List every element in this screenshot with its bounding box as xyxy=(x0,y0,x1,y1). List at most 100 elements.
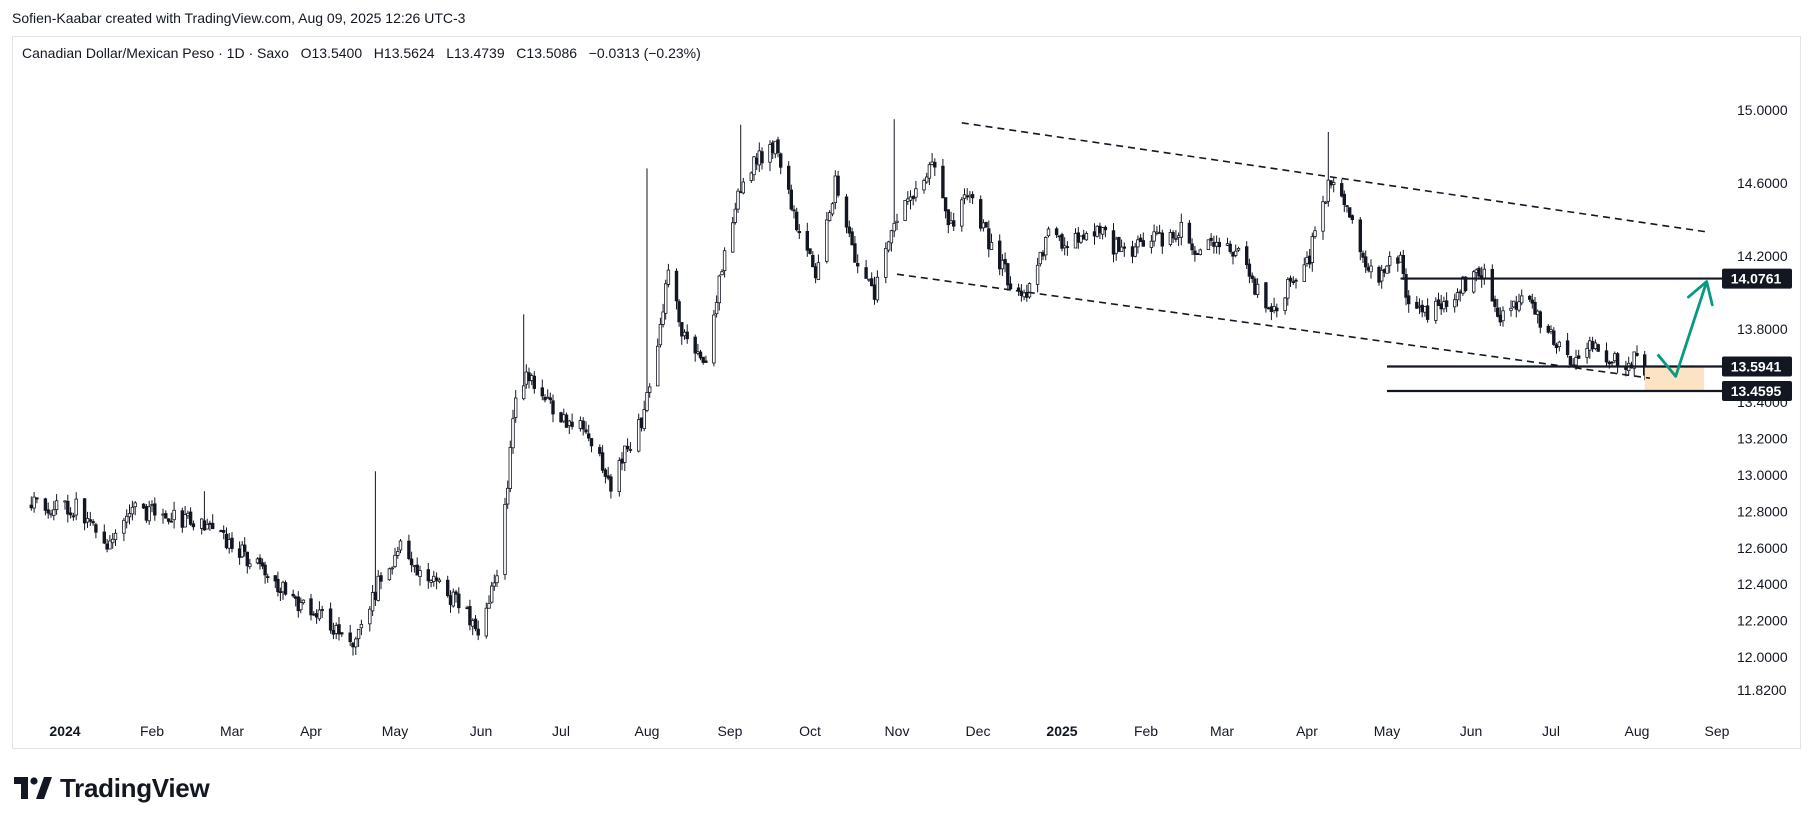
resistance-level-price-tag[interactable] xyxy=(1722,268,1792,289)
candle-body xyxy=(1133,246,1137,257)
x-axis-tick-label: Mar xyxy=(1210,723,1234,739)
candle-body xyxy=(331,630,336,635)
candle-body xyxy=(567,420,571,426)
candle-body xyxy=(792,209,796,212)
candle-body xyxy=(1294,279,1298,282)
candle-body xyxy=(720,271,724,276)
candle-body xyxy=(432,575,436,582)
x-axis-tick-label: 2024 xyxy=(49,723,80,739)
candle-body xyxy=(930,161,934,165)
chart-panel xyxy=(12,36,1801,749)
candle-body xyxy=(1398,254,1403,263)
candle-body xyxy=(1574,357,1578,366)
candle-body xyxy=(1228,243,1232,252)
upper-channel-line[interactable] xyxy=(961,122,1710,234)
candle-body xyxy=(548,397,552,401)
candle-body xyxy=(1369,265,1373,273)
symbol-name[interactable]: Canadian Dollar/Mexican Peso xyxy=(22,45,215,61)
candle-body xyxy=(434,577,439,581)
candle-body xyxy=(248,563,252,568)
x-axis-tick-label: Jun xyxy=(1460,723,1483,739)
open-value: 13.5400 xyxy=(311,45,363,61)
candle-body xyxy=(426,569,430,582)
tradingview-logo-icon xyxy=(14,777,52,799)
candle-body xyxy=(1041,252,1045,257)
candle-body xyxy=(1593,342,1598,349)
candle-body xyxy=(779,153,783,168)
candle-body xyxy=(658,323,663,346)
candle-body xyxy=(1420,304,1424,313)
candle-body xyxy=(94,524,98,533)
candle-body xyxy=(82,498,87,524)
candle-body xyxy=(429,580,433,583)
candle-body xyxy=(1269,306,1274,312)
candle-body xyxy=(164,513,168,519)
candle-body xyxy=(532,375,536,389)
close-label: C xyxy=(516,45,527,61)
candle-body xyxy=(1176,235,1181,238)
candle-body xyxy=(749,172,753,181)
candle-body xyxy=(1388,256,1392,266)
separator: · xyxy=(218,45,223,61)
candle-body xyxy=(1458,291,1462,294)
candle-body xyxy=(1549,329,1553,332)
candle-body xyxy=(1493,298,1497,307)
candle-body xyxy=(66,500,70,515)
candle-body xyxy=(487,603,491,609)
close-value: 13.5086 xyxy=(526,45,578,61)
candle-body xyxy=(1155,231,1159,234)
candle-body xyxy=(230,537,234,549)
tradingview-brand[interactable]: TradingView xyxy=(14,771,210,805)
candle-body xyxy=(1577,355,1581,359)
candle-body xyxy=(661,311,665,325)
support-level-upper-price-tag[interactable] xyxy=(1722,356,1792,377)
candle-body xyxy=(680,322,684,337)
candle-body xyxy=(1345,205,1349,208)
candle-body xyxy=(603,469,608,477)
candle-body xyxy=(712,314,716,364)
candle-body xyxy=(1552,330,1556,345)
projection-arrow-path[interactable] xyxy=(1656,281,1709,378)
candle-body xyxy=(562,414,566,422)
candle-body xyxy=(451,591,455,607)
candle-body xyxy=(1302,264,1306,282)
y-axis-tick-label: 12.0000 xyxy=(1737,649,1788,665)
candle-body xyxy=(1382,269,1386,273)
y-axis-tick-label: 14.2000 xyxy=(1737,248,1788,264)
chart-credit: Sofien-Kaabar created with TradingView.c… xyxy=(12,10,466,26)
y-axis-tick-label: 15.0000 xyxy=(1737,102,1788,118)
candle-body xyxy=(808,248,812,254)
candle-body xyxy=(698,351,703,359)
candle-body xyxy=(760,151,764,164)
support-zone[interactable] xyxy=(1644,366,1705,392)
candle-body xyxy=(1098,225,1102,234)
candle-body xyxy=(299,602,303,611)
y-axis-tick-label: 11.8200 xyxy=(1737,682,1787,698)
candle-body xyxy=(492,582,496,587)
candle-body xyxy=(1079,235,1083,243)
candle-body xyxy=(85,518,90,523)
candle-body xyxy=(1482,268,1486,280)
candle-body xyxy=(263,564,267,576)
candle-body xyxy=(35,497,39,500)
candle-body xyxy=(314,613,319,618)
support-level-lower-price-tag[interactable] xyxy=(1722,381,1792,402)
candle-body xyxy=(484,607,488,637)
candle-body xyxy=(1546,325,1550,333)
candle-body xyxy=(741,181,745,194)
candle-body xyxy=(1514,302,1518,310)
interval-label[interactable]: 1D xyxy=(226,45,245,61)
x-axis-tick-label: Jul xyxy=(1542,723,1560,739)
lower-channel-line[interactable] xyxy=(896,273,1651,379)
candle-body xyxy=(816,262,821,280)
candle-body xyxy=(172,509,176,521)
candle-body xyxy=(701,356,705,363)
candle-body xyxy=(1358,219,1362,253)
candle-body xyxy=(666,269,671,285)
x-axis-tick-label: Sep xyxy=(1705,723,1730,739)
change-value: −0.0313 (−0.23%) xyxy=(588,45,701,61)
candle-body xyxy=(52,509,56,516)
candle-body xyxy=(418,570,422,577)
candle-body xyxy=(68,512,73,516)
